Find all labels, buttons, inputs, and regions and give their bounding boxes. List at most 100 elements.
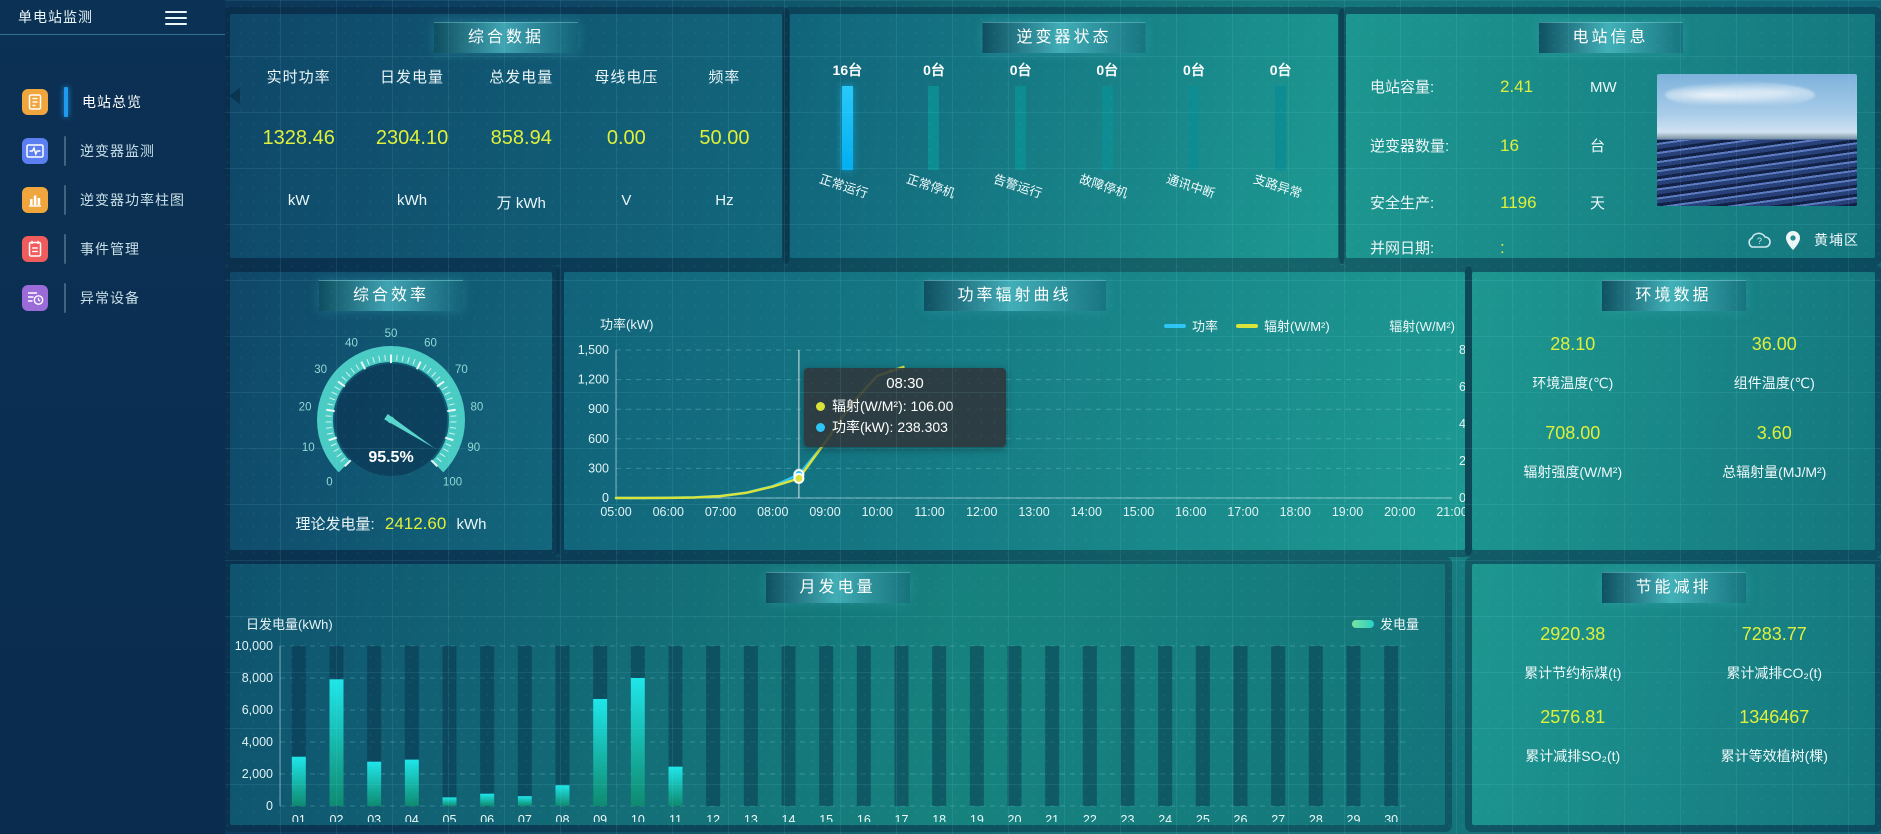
inverter-status-6[interactable]: 0台 支路异常 (1241, 60, 1321, 220)
saving-value: 1346467 (1739, 707, 1810, 727)
saving-cell-4: 1346467 累计等效植树(棵) (1674, 707, 1876, 766)
svg-text:06:00: 06:00 (653, 505, 684, 519)
svg-text:18:00: 18:00 (1280, 505, 1311, 519)
environment-value: 36.00 (1751, 334, 1797, 354)
saving-label: 累计减排SO₂(t) (1525, 748, 1621, 764)
svg-text:03: 03 (367, 813, 381, 822)
active-indicator (64, 282, 66, 313)
stat-value: 1328.46 (262, 127, 335, 149)
svg-text:16:00: 16:00 (1175, 505, 1206, 519)
bar-y-axis-title: 日发电量(kWh) (246, 617, 333, 632)
active-indicator (64, 184, 66, 215)
curve-legend: 功率 辐射(W/M²) (1164, 316, 1330, 335)
sidebar-item-label: 电站总览 (82, 93, 142, 110)
sidebar-collapse-arrow[interactable] (229, 88, 240, 104)
svg-text:?: ? (1757, 236, 1762, 246)
inverter-status-5[interactable]: 0台通讯中断 (1154, 60, 1234, 220)
inverter-status-1[interactable]: 16台 正常运行 (807, 60, 887, 220)
environment-label: 总辐射量(MJ/M²) (1722, 464, 1827, 480)
info-value: 16 (1500, 136, 1519, 155)
station-photo (1657, 74, 1857, 206)
svg-text:08: 08 (556, 813, 570, 822)
theory-value: 2412.60 (384, 514, 447, 533)
legend-item-radiation[interactable]: 辐射(W/M²) (1236, 316, 1330, 335)
location-pin-icon[interactable] (1786, 230, 1800, 250)
inverter-count: 0台 (1183, 62, 1205, 78)
svg-text:10:00: 10:00 (862, 505, 893, 519)
stat-label: 母线电压 (594, 69, 659, 86)
svg-text:20: 20 (299, 401, 312, 413)
svg-text:05:00: 05:00 (600, 505, 631, 519)
doc-icon (22, 88, 48, 115)
legend-item-generation[interactable]: 发电量 (1352, 614, 1419, 633)
svg-text:07: 07 (518, 813, 532, 822)
info-row-4: 并网日期:: (1370, 237, 1670, 258)
sidebar-item-5[interactable]: 异常设备 (0, 273, 225, 322)
svg-text:50: 50 (385, 328, 398, 340)
inverter-label: 故障停机 (1077, 172, 1130, 201)
svg-text:21:00: 21:00 (1436, 505, 1465, 519)
svg-text:06: 06 (480, 813, 494, 822)
monthly-generation-chart[interactable]: 0 2,000 4,000 6,000 8,000 10,000 01 02 03 04 05 06 0… (230, 632, 1445, 822)
inverter-label-box: 正常停机 (894, 172, 974, 220)
stat-unit: V (621, 192, 632, 209)
svg-text:70: 70 (455, 364, 468, 376)
panel-title-power-curve: 功率辐射曲线 (923, 280, 1106, 311)
svg-text:22: 22 (1083, 813, 1097, 822)
svg-text:23: 23 (1121, 813, 1135, 822)
inverter-bar (1015, 86, 1027, 170)
hamburger-menu-icon[interactable] (165, 7, 187, 25)
svg-text:800: 800 (1459, 343, 1465, 357)
saving-value: 2576.81 (1540, 707, 1606, 727)
inverter-label-box: 通讯中断 (1154, 172, 1234, 220)
svg-text:04: 04 (405, 813, 419, 822)
summary-stat-5: 频率 50.00 Hz (699, 66, 749, 213)
power-radiation-chart[interactable]: 0 300 600 900 1,200 1,500 0 200 400 600 800 05:00 06… (564, 332, 1465, 550)
saving-label: 累计等效植树(棵) (1720, 748, 1828, 764)
sidebar-item-label: 逆变器功率柱图 (80, 191, 185, 208)
environment-cell-2: 36.00 组件温度(℃) (1674, 334, 1876, 393)
sidebar-item-1[interactable]: 电站总览 (0, 77, 225, 126)
app-title: 单电站监测 (18, 9, 93, 25)
svg-text:400: 400 (1459, 417, 1465, 431)
info-label: 并网日期: (1370, 240, 1435, 257)
inverter-status-2[interactable]: 0台 正常停机 (894, 60, 974, 220)
inverter-label: 告警运行 (991, 172, 1044, 201)
sidebar-item-2[interactable]: 逆变器监测 (0, 126, 225, 175)
inverter-count: 16台 (832, 62, 863, 78)
bars-icon (22, 186, 48, 213)
environment-cell-3: 708.00 辐射强度(W/M²) (1472, 423, 1674, 482)
inverter-bar (1188, 86, 1200, 170)
inverter-status-4[interactable]: 0台 故障停机 (1067, 60, 1147, 220)
panel-efficiency: 综合效率 0 10 20 30 40 50 60 70 80 90 100 95.5% 理论发电量: … (230, 272, 552, 550)
svg-text:200: 200 (1459, 454, 1465, 468)
summary-stats: 实时功率 1328.46 kW 日发电量 2304.10 kWh 总发电量 858.94 万 k… (230, 14, 782, 213)
environment-cell-4: 3.60 总辐射量(MJ/M²) (1674, 423, 1876, 482)
svg-text:80: 80 (471, 401, 484, 413)
saving-label: 累计节约标煤(t) (1524, 665, 1622, 681)
sidebar-item-4[interactable]: 事件管理 (0, 224, 225, 273)
svg-text:4,000: 4,000 (242, 735, 273, 749)
environment-label: 环境温度(℃) (1532, 375, 1614, 391)
sidebar-item-label: 逆变器监测 (80, 142, 155, 159)
svg-text:20: 20 (1008, 813, 1022, 822)
svg-text:100: 100 (443, 477, 462, 489)
sidebar-item-3[interactable]: 逆变器功率柱图 (0, 175, 225, 224)
bar-legend: 发电量 (1352, 614, 1419, 633)
stat-value: 858.94 (490, 127, 552, 149)
tooltip-item-2: 功率(kW): 238.303 (816, 417, 994, 438)
inverter-count: 0台 (1269, 62, 1292, 78)
svg-text:90: 90 (467, 442, 480, 454)
svg-text:09: 09 (593, 813, 607, 822)
panel-title-environment: 环境数据 (1601, 280, 1746, 311)
efficiency-gauge[interactable]: 0 10 20 30 40 50 60 70 80 90 100 95.5% (230, 308, 552, 500)
event-icon (22, 235, 48, 262)
inverter-status-bars[interactable]: 16台 正常运行 0台 正常停机 0台 告警运行 0台 故障停机 0台 通讯中断 0台 支路异常 (790, 14, 1338, 220)
svg-text:02: 02 (330, 813, 344, 822)
tooltip-text: 功率(kW): 238.303 (832, 419, 948, 435)
inverter-label: 通讯中断 (1164, 172, 1217, 201)
theory-unit: kWh (456, 516, 487, 533)
legend-item-power[interactable]: 功率 (1164, 316, 1218, 335)
info-value: 2.41 (1500, 77, 1534, 96)
inverter-status-3[interactable]: 0台 告警运行 (981, 60, 1061, 220)
